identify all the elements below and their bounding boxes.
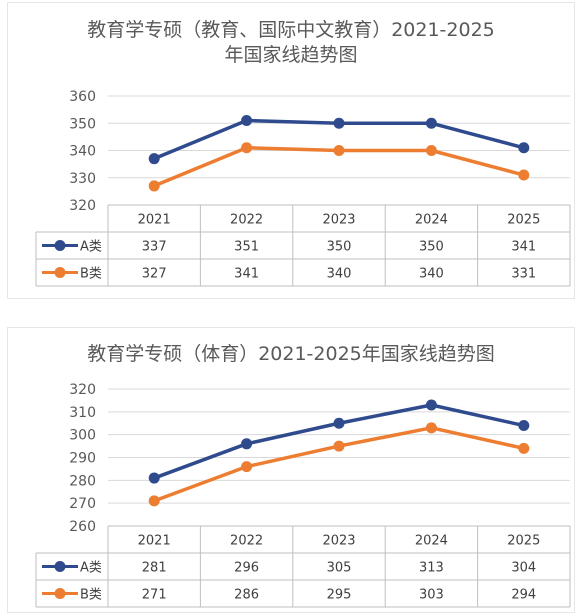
data-point	[333, 117, 345, 129]
data-point	[241, 115, 253, 127]
data-point	[518, 420, 530, 432]
table-value: 340	[327, 267, 352, 282]
series-line	[153, 426, 525, 503]
data-point	[333, 417, 345, 429]
x-category-label: 2021	[138, 534, 171, 549]
x-category-label: 2022	[230, 534, 263, 549]
legend-label: A类	[80, 561, 102, 576]
legend-label: B类	[80, 588, 102, 603]
table-value: 286	[234, 588, 259, 603]
table-value: 331	[511, 267, 536, 282]
x-category-label: 2025	[507, 213, 540, 228]
y-tick-label: 290	[69, 451, 96, 467]
chart-1-svg: 教育学专硕（教育、国际中文教育）2021-2025 年国家线趋势图 320 330 34…	[35, 19, 571, 287]
data-point	[241, 142, 253, 154]
data-point	[425, 117, 437, 129]
chart-title: 教育学专硕（体育）2021-2025年国家线趋势图	[87, 343, 495, 365]
y-tick-label: 260	[69, 519, 96, 535]
y-tick-label: 300	[69, 428, 96, 444]
chart-title: 教育学专硕（教育、国际中文教育）2021-2025	[87, 19, 495, 41]
table-value: 350	[419, 240, 444, 255]
data-point	[425, 422, 437, 434]
x-category-label: 2023	[322, 213, 355, 228]
y-tick-label: 310	[69, 405, 96, 421]
table-value: 281	[142, 561, 167, 576]
table-value: 327	[142, 267, 167, 282]
table-value: 296	[234, 561, 259, 576]
data-point	[148, 180, 160, 192]
data-point	[148, 495, 160, 507]
legend-label: A类	[80, 240, 102, 255]
data-point	[518, 169, 530, 181]
y-tick-label: 280	[69, 473, 96, 489]
table-value: 294	[511, 588, 536, 603]
table-value: 341	[511, 240, 536, 255]
data-point	[425, 399, 437, 411]
data-point	[241, 461, 253, 473]
table-value: 271	[142, 588, 167, 603]
x-category-label: 2021	[138, 213, 171, 228]
table-value: 303	[419, 588, 444, 603]
table-value: 337	[142, 240, 167, 255]
y-tick-label: 350	[69, 116, 96, 132]
y-tick-label: 330	[69, 171, 96, 187]
legend-marker	[54, 588, 66, 599]
data-point	[425, 145, 437, 156]
table-value: 295	[327, 588, 352, 603]
table-value: 313	[419, 561, 444, 576]
x-category-label: 2023	[322, 534, 355, 549]
x-category-label: 2025	[507, 534, 540, 549]
table-value: 304	[511, 561, 536, 576]
table-value: 340	[419, 267, 444, 282]
chart-panel-2: 教育学专硕（体育）2021-2025年国家线趋势图 260 270 280 290 300…	[7, 327, 575, 613]
y-tick-label: 340	[69, 144, 96, 160]
y-tick-label: 270	[69, 496, 96, 512]
table-value: 341	[234, 267, 259, 282]
table-value: 351	[234, 240, 259, 255]
legend-marker	[54, 267, 66, 278]
chart-2-svg: 教育学专硕（体育）2021-2025年国家线趋势图 260 270 280 290 300…	[35, 343, 571, 608]
data-point	[148, 153, 160, 165]
data-point	[333, 440, 345, 452]
y-tick-label: 320	[69, 198, 96, 214]
data-point	[333, 145, 345, 156]
y-tick-label: 360	[69, 89, 96, 105]
data-point	[148, 472, 160, 484]
data-point	[518, 442, 530, 454]
x-category-label: 2024	[415, 213, 448, 228]
legend-label: B类	[80, 267, 102, 282]
data-point	[241, 438, 253, 450]
legend-marker	[54, 240, 66, 251]
table-value: 350	[327, 240, 352, 255]
chart-panel-1: 教育学专硕（教育、国际中文教育）2021-2025 年国家线趋势图 320 330 34…	[7, 2, 575, 299]
x-category-label: 2022	[230, 213, 263, 228]
table-value: 305	[327, 561, 352, 576]
data-point	[518, 142, 530, 154]
y-tick-label: 320	[69, 382, 96, 398]
legend-marker	[54, 561, 66, 572]
chart-subtitle: 年国家线趋势图	[224, 44, 357, 66]
x-category-label: 2024	[415, 534, 448, 549]
